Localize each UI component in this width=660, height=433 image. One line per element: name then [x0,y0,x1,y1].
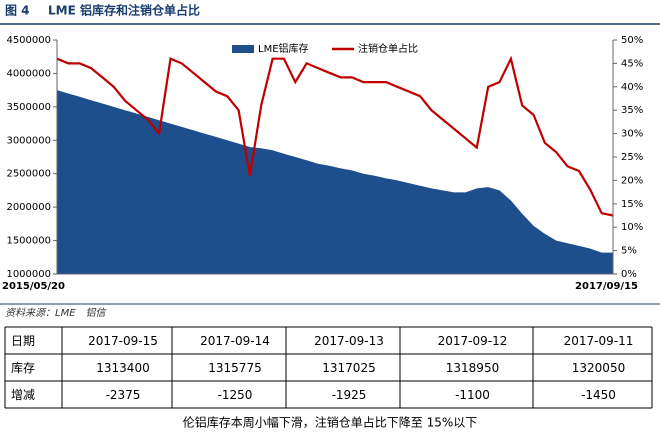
y2-tick-label: 10% [621,222,643,233]
table-cell: 2017-09-11 [564,334,634,348]
y-tick-label: 4500000 [6,35,51,46]
table-cell: 1313400 [96,361,149,375]
table-cell: -1925 [332,388,367,402]
legend-label: 注销仓单占比 [358,42,418,55]
y2-tick-label: 0% [621,269,637,280]
y-tick-label: 4000000 [6,68,51,79]
table-cell: 1317025 [322,361,375,375]
ratio-line [56,55,614,217]
y-tick-label: 1500000 [6,236,51,247]
table-cell: -1100 [455,388,490,402]
figure-number: 图 4 [5,4,30,18]
y2-tick-label: 45% [621,58,643,69]
table-cell: 1315775 [208,361,261,375]
row-header: 日期 [11,334,35,348]
y2-tick-label: 50% [621,35,643,46]
table-cell: 2017-09-12 [438,334,508,348]
row-header: 增减 [11,388,35,402]
y2-tick-label: 20% [621,175,643,186]
table-cell: -1450 [581,388,616,402]
y-tick-label: 2500000 [6,169,51,180]
table-caption: 伦铝库存本周小幅下滑，注销仓单占比下降至 15%以下 [183,415,478,430]
legend-label: LME铝库存 [258,42,309,55]
chart-title: LME 铝库存和注销仓单占比 [48,3,200,18]
y-tick-label: 1000000 [6,269,51,280]
y2-tick-label: 25% [621,152,643,163]
inventory-area [57,90,613,274]
y-tick-label: 3500000 [6,102,51,113]
table-cell: 2017-09-15 [88,334,158,348]
table-cell: -2375 [106,388,141,402]
x-tick-label: 2017/09/15 [575,281,638,292]
row-header: 库存 [11,360,35,375]
table-cell: 1320050 [572,361,625,375]
y2-tick-label: 5% [621,246,637,257]
table-cell: 2017-09-14 [200,334,270,348]
source: 资料来源：LME 铝信 [5,307,108,319]
y2-tick-label: 30% [621,129,643,140]
legend-swatch [232,45,254,53]
y2-tick-label: 35% [621,105,643,116]
x-tick-label: 2015/05/20 [2,281,65,292]
table-cell: 2017-09-13 [314,334,384,348]
table-cell: -1250 [218,388,253,402]
y-tick-label: 2000000 [6,202,51,213]
y2-tick-label: 40% [621,82,643,93]
table-cell: 1318950 [446,361,499,375]
y2-tick-label: 15% [621,199,643,210]
y-tick-label: 3000000 [6,135,51,146]
